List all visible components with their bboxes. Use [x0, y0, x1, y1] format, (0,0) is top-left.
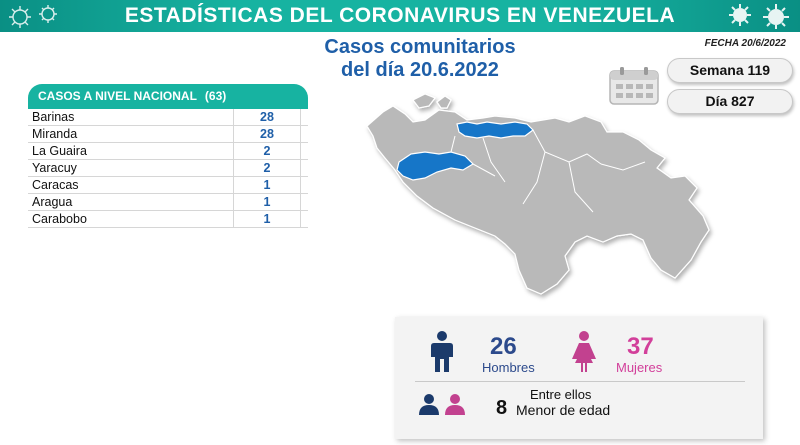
page-title: ESTADÍSTICAS DEL CORONAVIRUS EN VENEZUEL… — [124, 4, 676, 27]
table-row: Aragua 1 — [28, 194, 308, 211]
table-row: Miranda 28 — [28, 126, 308, 143]
man-icon — [431, 331, 453, 372]
state-name: Caracas — [32, 178, 79, 192]
week-badge: Semana 119 — [667, 58, 793, 83]
report-title: Casos comunitarios del día 20.6.2022 — [260, 36, 580, 82]
state-cases: 1 — [233, 211, 301, 228]
table-row: Barinas 28 — [28, 109, 308, 126]
child-icon — [419, 394, 465, 415]
table-row: Carabobo 1 — [28, 211, 308, 228]
divider — [415, 381, 745, 382]
table-row: Yaracuy 2 — [28, 160, 308, 177]
state-name: La Guaira — [32, 144, 87, 158]
minors-count: 8 — [496, 397, 508, 419]
state-name: Yaracuy — [32, 161, 77, 175]
state-name: Aragua — [32, 195, 73, 209]
state-cases: 1 — [233, 177, 301, 194]
women-label: Mujeres — [616, 360, 663, 375]
report-title-line1: Casos comunitarios — [324, 36, 516, 58]
table-heading: CASOS A NIVEL NACIONAL — [38, 89, 197, 103]
total-cases: (63) — [204, 89, 227, 103]
map-guajira — [412, 93, 436, 109]
women-count: 37 — [627, 333, 654, 360]
virus-icon — [729, 4, 789, 29]
virus-icon — [9, 5, 57, 28]
map-state-barinas — [396, 151, 474, 181]
state-cases: 2 — [233, 160, 301, 177]
report-title-line2: del día 20.6.2022 — [341, 59, 499, 81]
men-count: 26 — [490, 333, 517, 360]
calendar-icon — [609, 67, 659, 105]
table-row: La Guaira 2 — [28, 143, 308, 160]
map-state-miranda — [456, 121, 534, 139]
minors-label: Menor de edad — [516, 402, 611, 418]
venezuela-map — [366, 93, 710, 295]
among-them-label: Entre ellos — [530, 387, 592, 402]
day-badge: Día 827 — [667, 89, 793, 114]
state-cases: 28 — [233, 109, 301, 126]
national-cases-table: CASOS A NIVEL NACIONAL (63) Barinas 28 Mi… — [28, 84, 308, 234]
state-cases: 1 — [233, 194, 301, 211]
state-name: Carabobo — [32, 212, 87, 226]
report-date: FECHA 20/6/2022 — [704, 38, 786, 49]
state-name: Miranda — [32, 127, 78, 141]
men-label: Hombres — [482, 360, 535, 375]
woman-icon — [572, 331, 596, 372]
map-state-borders — [450, 129, 646, 213]
gender-stats-panel: 26 Hombres 37 Mujeres Entre ellos 8 Meno… — [395, 317, 763, 439]
map-paraguana — [436, 95, 452, 109]
state-cases: 2 — [233, 143, 301, 160]
table-header: CASOS A NIVEL NACIONAL (63) — [28, 84, 308, 109]
table-row: Caracas 1 — [28, 177, 308, 194]
map-country-outline — [366, 105, 710, 295]
state-name: Barinas — [32, 110, 75, 124]
header-banner — [0, 0, 800, 32]
state-cases: 28 — [233, 126, 301, 143]
table-footer — [28, 228, 308, 234]
